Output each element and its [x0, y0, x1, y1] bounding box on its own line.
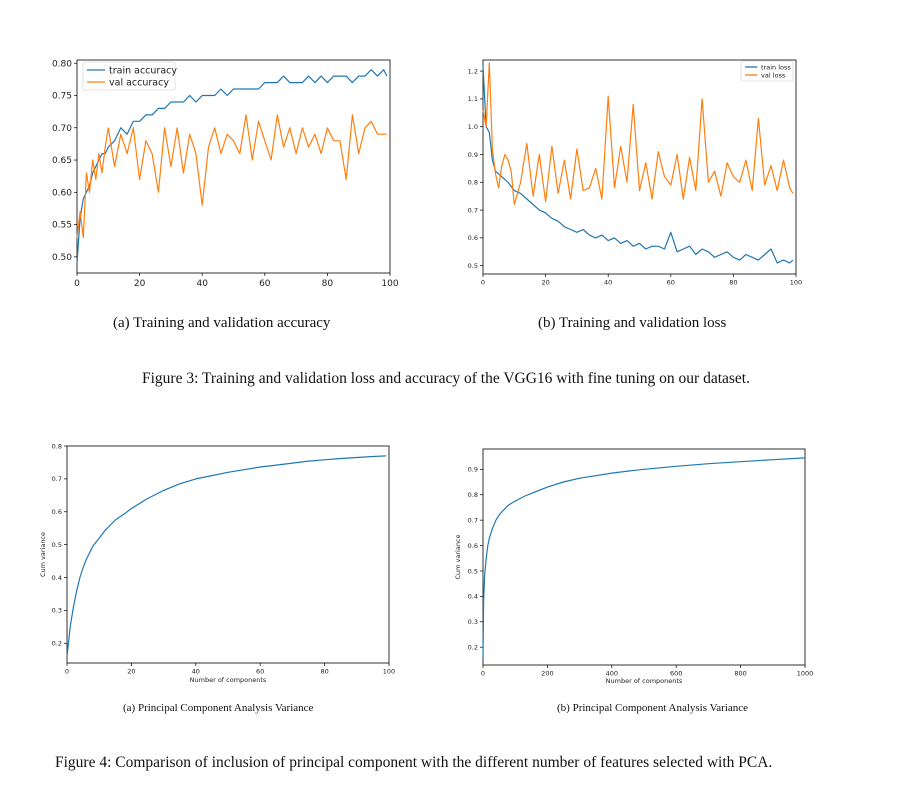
y-tick-label: 0.80 [52, 59, 72, 69]
val-accuracy-line [76, 114, 387, 239]
y-tick-label: 0.60 [52, 188, 72, 198]
y-tick-label: 0.8 [52, 442, 62, 450]
legend-box [82, 61, 176, 91]
y-tick-label: 0.5 [468, 567, 478, 575]
x-axis-label: Number of components [190, 676, 267, 684]
legend-label: train loss [761, 63, 791, 71]
y-tick-label: 0.8 [468, 179, 478, 187]
x-tick-label: 400 [606, 670, 618, 678]
train-accuracy-line [76, 69, 388, 264]
y-tick-label: 1.0 [468, 123, 478, 131]
x-tick-label: 60 [256, 668, 264, 676]
series-line [66, 455, 386, 657]
plot-frame [482, 448, 806, 666]
x-tick-label: 0 [65, 668, 69, 676]
x-tick-label: 0 [74, 279, 80, 289]
x-tick-label: 0 [481, 670, 485, 678]
legend-label: train accuracy [109, 65, 177, 76]
y-tick-label: 0.3 [52, 607, 62, 615]
figure4-subcaption-b: (b) Principal Component Analysis Varianc… [557, 702, 749, 714]
x-tick-label: 40 [192, 668, 200, 676]
x-tick-label: 80 [320, 668, 328, 676]
x-tick-label: 80 [729, 279, 737, 287]
legend-label: val loss [761, 71, 786, 79]
x-tick-label: 800 [734, 670, 746, 678]
plot-frame [76, 59, 391, 274]
figure3-subcaption-b: (b) Training and validation loss [538, 315, 727, 331]
y-tick-label: 0.5 [468, 262, 478, 270]
y-tick-label: 0.7 [52, 475, 62, 483]
x-tick-label: 200 [541, 670, 553, 678]
x-tick-label: 0 [481, 279, 485, 287]
x-tick-label: 60 [667, 279, 675, 287]
x-tick-label: 100 [790, 279, 802, 287]
y-tick-label: 0.50 [52, 253, 72, 263]
y-tick-label: 0.5 [52, 541, 62, 549]
y-tick-label: 0.8 [468, 491, 478, 499]
y-axis-label: Cum variance [454, 534, 462, 579]
y-tick-label: 0.55 [52, 221, 72, 231]
y-tick-label: 0.3 [468, 618, 478, 626]
figure3-caption: Figure 3: Training and validation loss a… [142, 370, 750, 387]
plot-frame [482, 59, 797, 275]
y-tick-label: 0.6 [468, 542, 478, 550]
plot-frame [66, 445, 390, 664]
figure4-subcaption-a: (a) Principal Component Analysis Varianc… [123, 702, 314, 714]
x-tick-label: 20 [134, 279, 146, 289]
x-tick-label: 1000 [797, 670, 814, 678]
x-axis-label: Number of components [606, 677, 683, 685]
y-axis-label: Cum variance [39, 532, 47, 577]
x-tick-label: 60 [259, 279, 271, 289]
y-tick-label: 0.9 [468, 151, 478, 159]
figure3-subcaption-a: (a) Training and validation accuracy [113, 315, 331, 331]
y-tick-label: 0.6 [52, 508, 62, 516]
y-tick-label: 0.75 [52, 92, 72, 102]
x-tick-label: 20 [127, 668, 135, 676]
y-tick-label: 0.7 [468, 516, 478, 524]
val-loss-line [482, 62, 794, 206]
y-tick-label: 1.1 [468, 95, 478, 103]
legend-box [740, 60, 794, 82]
y-tick-label: 0.6 [468, 234, 478, 242]
x-tick-label: 100 [381, 279, 398, 289]
series-line [482, 457, 806, 658]
y-tick-label: 0.2 [468, 643, 478, 651]
x-tick-label: 20 [541, 279, 549, 287]
y-tick-label: 0.4 [52, 574, 62, 582]
x-tick-label: 100 [383, 668, 395, 676]
x-tick-label: 600 [670, 670, 682, 678]
y-tick-label: 0.65 [52, 156, 72, 166]
x-tick-label: 80 [322, 279, 334, 289]
figure4-caption: Figure 4: Comparison of inclusion of pri… [55, 754, 773, 771]
y-tick-label: 0.9 [468, 466, 478, 474]
y-tick-label: 0.7 [468, 206, 478, 214]
x-tick-label: 40 [604, 279, 612, 287]
x-tick-label: 40 [196, 279, 208, 289]
train-loss-line [482, 65, 794, 264]
y-tick-label: 1.2 [468, 67, 478, 75]
y-tick-label: 0.4 [468, 593, 478, 601]
y-tick-label: 0.70 [52, 124, 72, 134]
legend-label: val accuracy [109, 77, 169, 88]
y-tick-label: 0.2 [52, 640, 62, 648]
